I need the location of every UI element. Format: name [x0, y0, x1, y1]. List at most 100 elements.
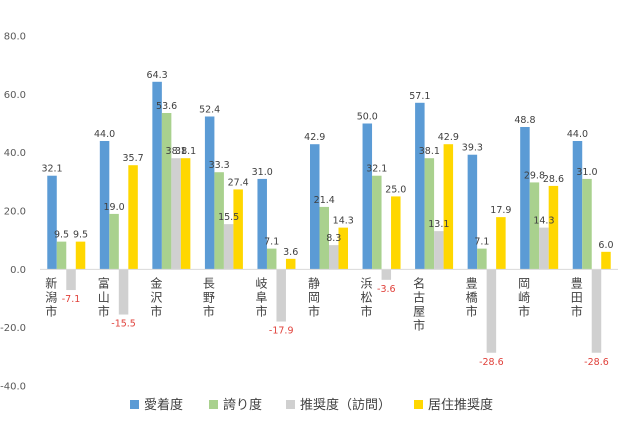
y-tick-label: 0.0 [10, 265, 26, 276]
data-label: -7.1 [62, 294, 81, 305]
bar [329, 245, 339, 270]
data-label: 35.7 [122, 153, 143, 164]
data-label: 9.5 [73, 230, 88, 241]
legend-swatch [130, 400, 139, 409]
y-axis: -40.0 -20.0 0.0 20.0 40.0 60.0 80.0 [0, 32, 26, 393]
bar [66, 269, 76, 291]
bar [582, 178, 592, 270]
bar [443, 144, 454, 270]
data-label: 31.0 [576, 167, 597, 178]
y-tick-label: 40.0 [4, 148, 26, 159]
bar [310, 144, 320, 270]
category-label: 富山市 [98, 275, 110, 318]
data-label: 38.1 [175, 146, 196, 157]
category-label: 浜松市 [361, 276, 373, 318]
legend-label: 愛着度 [144, 397, 183, 413]
category-label: 新潟市 [45, 275, 57, 318]
data-label: 38.1 [166, 146, 187, 157]
bar [47, 175, 57, 270]
bar [338, 227, 348, 270]
data-label: 3.6 [283, 247, 298, 258]
data-label: 52.4 [199, 105, 220, 116]
y-tick-label: 60.0 [4, 90, 26, 101]
bar [161, 113, 172, 270]
bar [266, 248, 277, 270]
bar [477, 248, 487, 270]
category-label: 豊橋市 [466, 276, 478, 318]
data-label: -15.5 [111, 319, 136, 330]
data-label: 33.3 [209, 160, 230, 171]
bar [467, 154, 478, 270]
data-label: 25.0 [385, 184, 406, 195]
bar [591, 269, 602, 353]
bar [109, 213, 119, 270]
data-label: 7.1 [474, 237, 489, 248]
bar [415, 102, 425, 270]
data-label: 38.1 [419, 146, 440, 157]
bar [496, 217, 506, 270]
data-label: 44.0 [567, 129, 588, 140]
data-label: 48.8 [514, 115, 535, 126]
category-label: 岐阜市 [255, 276, 267, 318]
y-tick-label: 20.0 [4, 207, 26, 218]
data-label: 15.5 [218, 212, 239, 223]
data-label: 50.0 [357, 112, 378, 123]
bars [47, 81, 611, 353]
bar [601, 251, 611, 270]
bar [391, 196, 401, 270]
legend-label: 居住推奨度 [428, 397, 493, 413]
bar [99, 141, 110, 270]
data-label: -17.9 [269, 326, 294, 337]
data-labels: 32.1 9.5 -7.1 9.5 44.0 19.0 -15.5 35.7 64.3 53.6 3… [41, 70, 613, 368]
data-label: 42.9 [438, 132, 459, 143]
category-label: 名古屋市 [413, 275, 425, 332]
legend-swatch [414, 400, 423, 409]
bar [424, 158, 435, 270]
category-label: 豊田市 [571, 276, 583, 318]
bar [152, 81, 162, 270]
data-label: -28.6 [479, 357, 504, 368]
legend-label: 推奨度（訪問） [300, 397, 391, 413]
bar [319, 206, 329, 270]
bar [381, 269, 392, 280]
data-label: 39.3 [462, 143, 483, 154]
data-label: 44.0 [94, 129, 115, 140]
data-label: 9.5 [54, 230, 69, 241]
data-label: 32.1 [41, 164, 62, 175]
data-label: 64.3 [147, 70, 168, 81]
bar [118, 269, 129, 315]
bar [56, 241, 67, 270]
legend: 愛着度 誇り度 推奨度（訪問） 居住推奨度 [130, 397, 493, 413]
data-label: 42.9 [304, 132, 325, 143]
category-label: 金沢市 [150, 275, 162, 318]
data-label: 53.6 [156, 101, 177, 112]
category-labels: 新潟市 富山市 金沢市 長野市 岐阜市 静岡市 浜松市 名古屋市 豊橋市 岡崎市 豊田市 [45, 275, 582, 332]
data-label: 6.0 [598, 240, 613, 251]
bar [285, 258, 296, 270]
data-label: -3.6 [377, 284, 396, 295]
bar [434, 231, 444, 270]
data-label: 17.9 [490, 205, 511, 216]
y-tick-label: 80.0 [4, 32, 26, 43]
bar [529, 182, 540, 270]
data-label: 14.3 [533, 216, 554, 227]
category-label: 長野市 [203, 276, 215, 318]
legend-swatch [286, 400, 295, 409]
data-label: 13.1 [428, 219, 449, 230]
bar [180, 158, 191, 270]
legend-swatch [209, 400, 218, 409]
data-label: 21.4 [314, 195, 335, 206]
category-label: 静岡市 [308, 276, 320, 318]
bar [204, 116, 215, 270]
bar [257, 178, 267, 270]
data-label: 57.1 [409, 91, 430, 102]
bar [214, 172, 224, 270]
bar [486, 269, 497, 353]
data-label: 32.1 [366, 164, 387, 175]
bar [372, 175, 382, 270]
bar [233, 189, 243, 270]
data-label: 14.3 [333, 216, 354, 227]
legend-label: 誇り度 [223, 397, 262, 413]
